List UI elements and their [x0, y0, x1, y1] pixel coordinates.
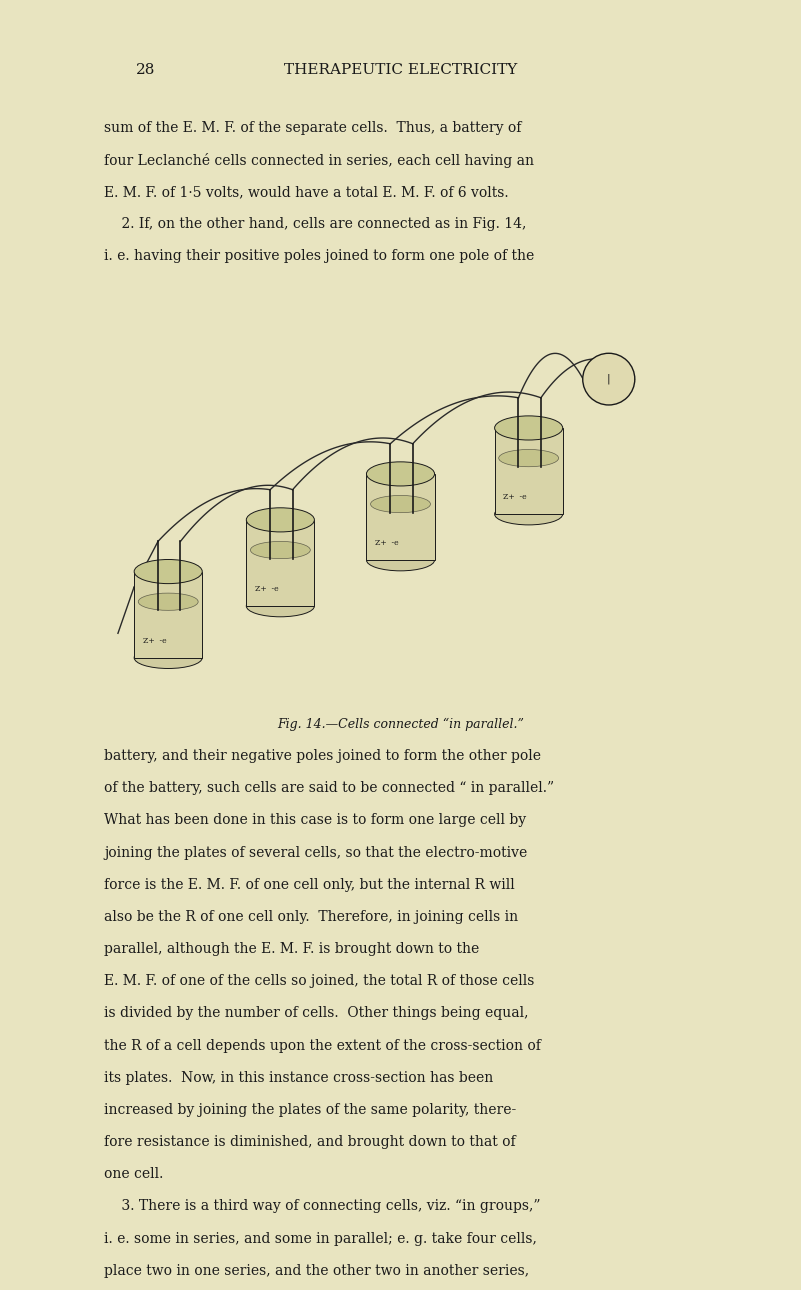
FancyBboxPatch shape: [134, 571, 202, 658]
Text: increased by joining the plates of the same polarity, there-: increased by joining the plates of the s…: [104, 1103, 517, 1117]
FancyBboxPatch shape: [495, 428, 562, 515]
Ellipse shape: [139, 593, 198, 610]
Text: i. e. some in series, and some in parallel; e. g. take four cells,: i. e. some in series, and some in parall…: [104, 1232, 537, 1246]
FancyBboxPatch shape: [367, 473, 434, 560]
Ellipse shape: [494, 415, 562, 440]
Text: E. M. F. of one of the cells so joined, the total R of those cells: E. M. F. of one of the cells so joined, …: [104, 974, 534, 988]
Text: of the battery, such cells are said to be connected “ in parallel.”: of the battery, such cells are said to b…: [104, 782, 554, 795]
Text: Z+  -e: Z+ -e: [143, 637, 167, 645]
Ellipse shape: [582, 353, 634, 405]
Ellipse shape: [371, 495, 430, 512]
Text: the R of a cell depends upon the extent of the cross-section of: the R of a cell depends upon the extent …: [104, 1038, 541, 1053]
Text: |: |: [607, 374, 610, 384]
Text: four Leclanché cells connected in series, each cell having an: four Leclanché cells connected in series…: [104, 152, 534, 168]
Text: parallel, although the E. M. F. is brought down to the: parallel, although the E. M. F. is broug…: [104, 942, 479, 956]
Text: its plates.  Now, in this instance cross-section has been: its plates. Now, in this instance cross-…: [104, 1071, 493, 1085]
Text: is divided by the number of cells.  Other things being equal,: is divided by the number of cells. Other…: [104, 1006, 529, 1020]
Ellipse shape: [366, 462, 434, 486]
Text: Z+  -e: Z+ -e: [255, 586, 279, 593]
Ellipse shape: [366, 550, 434, 571]
Text: 28: 28: [136, 63, 155, 77]
Ellipse shape: [246, 508, 314, 531]
Ellipse shape: [494, 503, 562, 525]
Text: joining the plates of several cells, so that the electro-motive: joining the plates of several cells, so …: [104, 845, 527, 859]
Text: THERAPEUTIC ELECTRICITY: THERAPEUTIC ELECTRICITY: [284, 63, 517, 77]
Ellipse shape: [135, 648, 202, 668]
Ellipse shape: [246, 595, 314, 617]
Text: What has been done in this case is to form one large cell by: What has been done in this case is to fo…: [104, 814, 526, 827]
Text: Fig. 14.—Cells connected “in parallel.”: Fig. 14.—Cells connected “in parallel.”: [277, 719, 524, 731]
Text: Z+  -e: Z+ -e: [375, 539, 399, 547]
Ellipse shape: [135, 560, 202, 583]
Text: fore resistance is diminished, and brought down to that of: fore resistance is diminished, and broug…: [104, 1135, 516, 1149]
Text: force is the E. M. F. of one cell only, but the internal R will: force is the E. M. F. of one cell only, …: [104, 877, 515, 891]
Text: 2. If, on the other hand, cells are connected as in Fig. 14,: 2. If, on the other hand, cells are conn…: [104, 217, 526, 231]
Ellipse shape: [499, 449, 558, 467]
Text: place two in one series, and the other two in another series,: place two in one series, and the other t…: [104, 1264, 538, 1277]
Text: 3. There is a third way of connecting cells, viz. “in groups,”: 3. There is a third way of connecting ce…: [104, 1200, 541, 1214]
Text: sum of the E. M. F. of the separate cells.  Thus, a battery of: sum of the E. M. F. of the separate cell…: [104, 121, 521, 134]
Text: Z+  -e: Z+ -e: [503, 493, 527, 502]
Ellipse shape: [251, 542, 310, 559]
Text: battery, and their negative poles joined to form the other pole: battery, and their negative poles joined…: [104, 749, 541, 764]
Text: one cell.: one cell.: [104, 1167, 163, 1182]
Text: i. e. having their positive poles joined to form one pole of the: i. e. having their positive poles joined…: [104, 249, 534, 263]
Text: also be the R of one cell only.  Therefore, in joining cells in: also be the R of one cell only. Therefor…: [104, 909, 518, 924]
FancyBboxPatch shape: [247, 520, 314, 606]
Text: E. M. F. of 1·5 volts, would have a total E. M. F. of 6 volts.: E. M. F. of 1·5 volts, would have a tota…: [104, 184, 509, 199]
